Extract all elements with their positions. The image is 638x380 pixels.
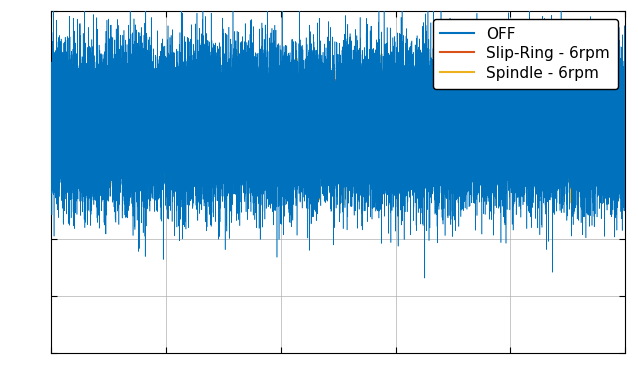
Line: Slip-Ring - 6rpm: Slip-Ring - 6rpm bbox=[51, 63, 625, 182]
OFF bbox=[340, 203, 348, 207]
Spindle - 6rpm bbox=[186, 171, 193, 176]
Spindle - 6rpm bbox=[47, 106, 55, 111]
Slip-Ring - 6rpm bbox=[577, 61, 584, 66]
Slip-Ring - 6rpm bbox=[359, 125, 366, 130]
Spindle - 6rpm bbox=[267, 121, 275, 125]
Slip-Ring - 6rpm bbox=[473, 109, 481, 113]
Slip-Ring - 6rpm bbox=[621, 145, 629, 150]
OFF bbox=[186, 112, 193, 116]
Slip-Ring - 6rpm bbox=[66, 179, 73, 184]
OFF bbox=[524, 40, 532, 44]
OFF bbox=[86, 100, 94, 104]
Slip-Ring - 6rpm bbox=[267, 120, 275, 125]
Spindle - 6rpm bbox=[359, 117, 366, 122]
Spindle - 6rpm bbox=[421, 276, 429, 280]
Slip-Ring - 6rpm bbox=[186, 115, 193, 119]
Spindle - 6rpm bbox=[393, 154, 401, 158]
Legend: OFF, Slip-Ring - 6rpm, Spindle - 6rpm: OFF, Slip-Ring - 6rpm, Spindle - 6rpm bbox=[433, 19, 618, 89]
Slip-Ring - 6rpm bbox=[393, 89, 401, 94]
OFF bbox=[393, 149, 401, 153]
Line: OFF: OFF bbox=[51, 42, 625, 205]
Spindle - 6rpm bbox=[621, 71, 629, 76]
Spindle - 6rpm bbox=[473, 114, 481, 118]
OFF bbox=[473, 114, 481, 119]
OFF bbox=[359, 97, 366, 101]
Slip-Ring - 6rpm bbox=[86, 138, 94, 143]
OFF bbox=[47, 90, 55, 95]
Spindle - 6rpm bbox=[86, 137, 94, 141]
OFF bbox=[621, 122, 629, 127]
Line: Spindle - 6rpm: Spindle - 6rpm bbox=[51, 0, 625, 278]
OFF bbox=[267, 127, 275, 132]
Slip-Ring - 6rpm bbox=[47, 139, 55, 144]
